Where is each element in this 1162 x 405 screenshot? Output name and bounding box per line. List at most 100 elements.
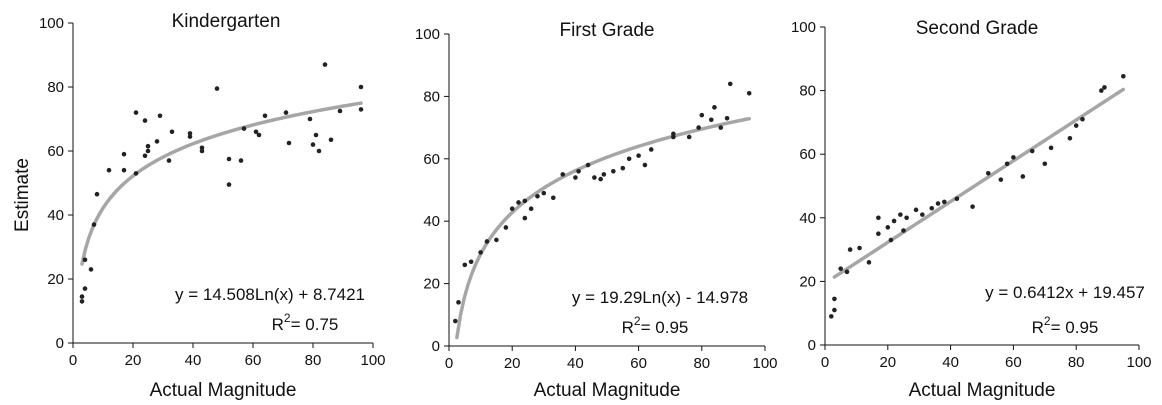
r-squared: R2= 0.95: [1032, 314, 1099, 337]
y-tick-label: 80: [799, 83, 816, 100]
data-point: [307, 116, 313, 122]
y-tick-label: 100: [791, 19, 816, 36]
y-tick-label: 0: [808, 337, 816, 354]
data-point: [585, 162, 591, 168]
x-tick-label: 0: [445, 355, 453, 372]
data-point: [929, 205, 935, 211]
data-point: [316, 148, 322, 154]
panel-2: 0 20 40 60 80 100 0 20 40 60 80 100 First Grade Actua…: [415, 20, 778, 401]
trendline: [455, 116, 751, 340]
x-tick-label: 80: [305, 352, 322, 369]
x-tick-label: 100: [1126, 354, 1151, 371]
data-point: [169, 129, 175, 135]
data-point: [121, 167, 127, 173]
data-point: [844, 269, 850, 275]
data-point: [1042, 161, 1048, 167]
data-point: [888, 237, 894, 243]
data-point: [262, 113, 268, 119]
data-point: [985, 170, 991, 176]
data-point: [901, 228, 906, 233]
fit-equation: y = 14.508Ln(x) + 8.7421: [175, 285, 365, 304]
data-point: [199, 148, 205, 154]
data-point: [1067, 136, 1073, 141]
data-point: [970, 204, 975, 209]
data-point: [1029, 148, 1035, 154]
x-tick-label: 20: [504, 355, 521, 372]
data-point: [1011, 155, 1016, 160]
y-tick-label: 100: [39, 15, 64, 32]
data-point: [866, 260, 872, 265]
fit-equation: y = 0.6412x + 19.457: [985, 283, 1145, 302]
x-tick-label: 40: [185, 352, 202, 369]
data-point: [592, 175, 597, 180]
data-point: [503, 225, 509, 230]
y-tick-label: 60: [423, 151, 440, 168]
data-point: [187, 131, 193, 136]
data-point: [516, 200, 521, 205]
data-point: [727, 81, 733, 87]
data-point: [310, 142, 316, 147]
x-tick-label: 80: [693, 355, 710, 372]
data-point: [313, 132, 319, 138]
data-point: [238, 158, 244, 163]
x-tick-label: 60: [630, 355, 647, 372]
x-axis-label: Actual Magnitude: [909, 380, 1056, 401]
data-point: [560, 172, 566, 177]
data-point: [696, 125, 701, 130]
x-tick-label: 80: [1068, 354, 1085, 371]
data-point: [913, 207, 919, 213]
data-point: [79, 294, 85, 299]
data-point: [142, 153, 148, 159]
data-point: [598, 176, 603, 182]
x-tick-label: 100: [752, 355, 777, 372]
data-point: [541, 190, 547, 196]
data-point: [636, 153, 641, 158]
data-point: [226, 182, 232, 187]
data-point: [253, 129, 259, 135]
chart-title: Kindergarten: [172, 11, 281, 32]
data-point: [522, 198, 528, 204]
y-tick-label: 60: [799, 146, 816, 163]
data-point: [121, 151, 127, 157]
x-axis-label: Actual Magnitude: [150, 380, 297, 401]
data-point: [82, 257, 88, 263]
data-point: [484, 239, 490, 244]
data-point: [1102, 85, 1107, 90]
y-tick-label: 20: [47, 271, 64, 288]
data-point: [1121, 73, 1126, 79]
data-point: [1048, 145, 1054, 151]
data-point: [671, 131, 676, 137]
data-point: [133, 110, 139, 115]
data-point: [686, 134, 692, 140]
chart-title: Second Grade: [916, 18, 1039, 39]
y-tick-label: 0: [56, 335, 64, 352]
data-point: [885, 225, 891, 230]
data-point: [648, 147, 654, 152]
y-tick-label: 100: [415, 26, 440, 43]
data-point: [898, 212, 903, 217]
data-point: [724, 115, 730, 121]
data-point: [832, 296, 837, 302]
data-point: [337, 108, 343, 114]
x-tick-label: 20: [879, 354, 896, 371]
data-point: [286, 140, 292, 146]
data-point: [1073, 123, 1079, 128]
data-point: [920, 212, 925, 217]
panel-3: 0 20 40 60 80 100 0 20 40 60 80 100 Second Grade Actu…: [791, 18, 1152, 401]
data-point: [601, 172, 607, 177]
data-point: [857, 245, 862, 251]
data-point: [718, 125, 724, 130]
r-squared: R2= 0.95: [622, 314, 689, 337]
data-point: [358, 84, 364, 90]
data-point: [712, 105, 717, 110]
data-point: [942, 199, 947, 205]
data-point: [626, 156, 632, 162]
data-point: [699, 112, 705, 118]
chart-title: First Grade: [559, 20, 654, 41]
data-point: [142, 118, 148, 123]
data-point: [528, 206, 534, 212]
y-tick-label: 60: [47, 143, 64, 160]
data-point: [522, 215, 528, 221]
data-point: [322, 62, 328, 67]
